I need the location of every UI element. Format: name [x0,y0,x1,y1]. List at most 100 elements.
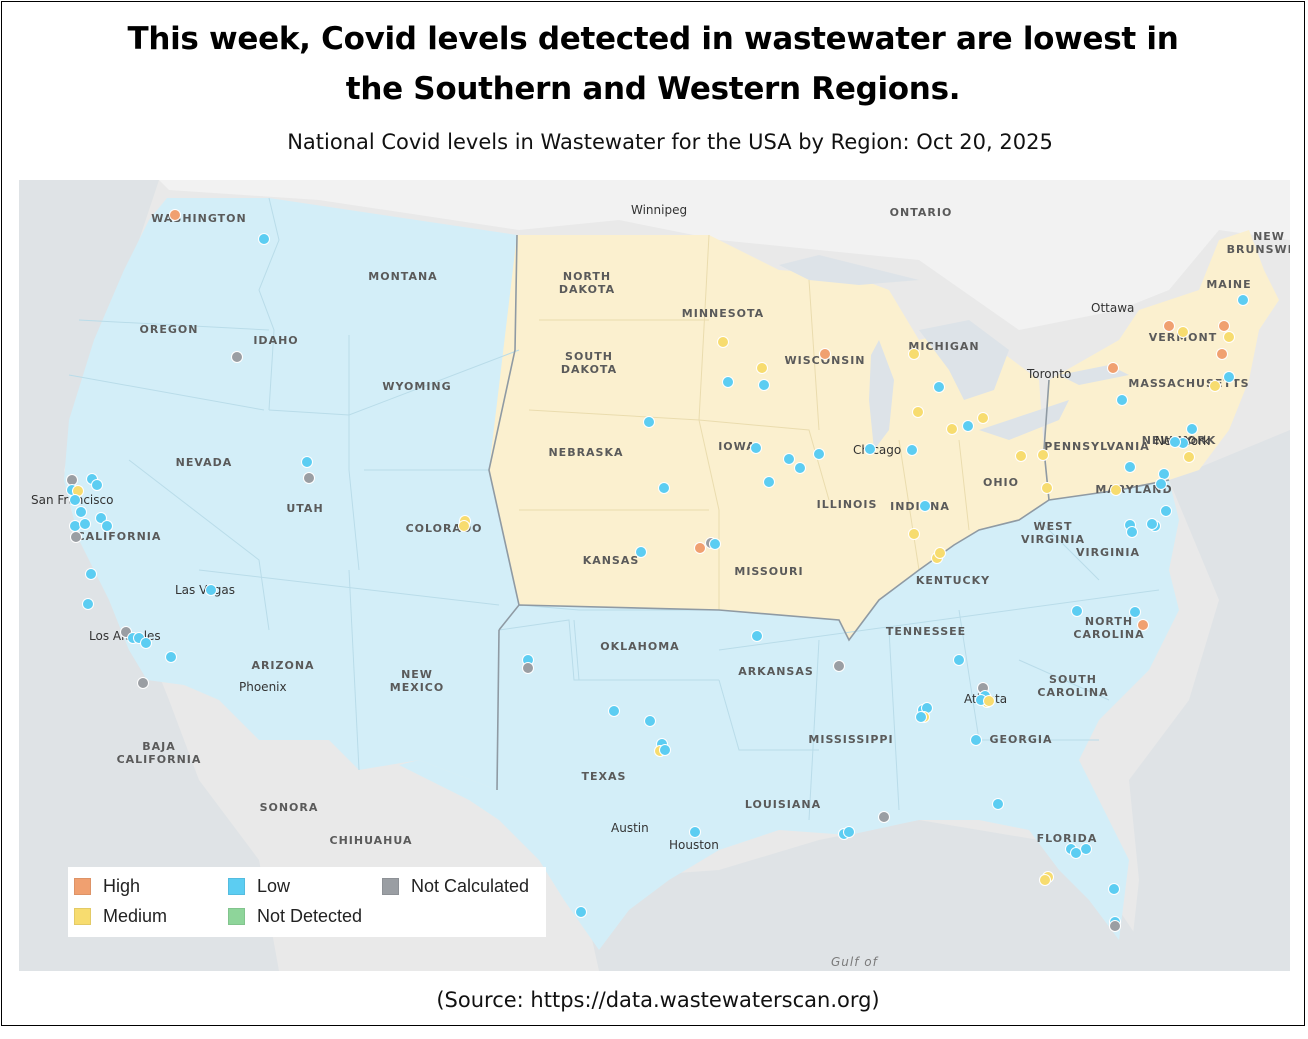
us-wastewater-map[interactable]: WASHINGTON MONTANA OREGON IDAHO WYOMING NEVAD… [19,180,1290,971]
site-marker-high[interactable] [169,209,181,221]
site-marker-medium[interactable] [756,362,768,374]
region-midwest[interactable] [489,235,1049,640]
site-marker-low[interactable] [643,416,655,428]
site-marker-low[interactable] [75,506,87,518]
site-marker-medium[interactable] [717,336,729,348]
site-marker-medium[interactable] [1041,482,1053,494]
site-marker-low[interactable] [608,705,620,717]
site-marker-low[interactable] [962,420,974,432]
site-marker-low[interactable] [1146,518,1158,530]
site-marker-not-calculated[interactable] [1109,920,1121,932]
site-marker-low[interactable] [1080,843,1092,855]
site-marker-low[interactable] [69,494,81,506]
site-marker-high[interactable] [694,542,706,554]
site-marker-low[interactable] [709,538,721,550]
site-marker-low[interactable] [843,826,855,838]
site-marker-medium[interactable] [908,528,920,540]
site-marker-low[interactable] [91,479,103,491]
site-marker-low[interactable] [644,715,656,727]
site-marker-high[interactable] [819,348,831,360]
site-marker-medium[interactable] [458,520,470,532]
site-marker-high[interactable] [1163,320,1175,332]
site-marker-not-calculated[interactable] [137,677,149,689]
site-marker-low[interactable] [1169,436,1181,448]
site-marker-low[interactable] [1160,505,1172,517]
site-marker-low[interactable] [1126,526,1138,538]
site-marker-medium[interactable] [1209,380,1221,392]
site-marker-not-calculated[interactable] [70,531,82,543]
site-marker-low[interactable] [140,637,152,649]
site-marker-low[interactable] [689,826,701,838]
site-marker-low[interactable] [750,442,762,454]
region-northeast[interactable] [1044,230,1279,500]
site-marker-not-calculated[interactable] [303,472,315,484]
site-marker-medium[interactable] [1183,451,1195,463]
site-marker-low[interactable] [85,568,97,580]
site-marker-low[interactable] [69,520,81,532]
site-marker-medium[interactable] [908,348,920,360]
region-west[interactable] [64,198,519,790]
site-marker-low[interactable] [906,444,918,456]
site-marker-low[interactable] [1155,478,1167,490]
site-marker-low[interactable] [301,456,313,468]
site-marker-low[interactable] [165,651,177,663]
site-marker-medium[interactable] [1110,484,1122,496]
site-marker-high[interactable] [1137,619,1149,631]
site-marker-low[interactable] [1108,883,1120,895]
site-marker-low[interactable] [1071,605,1083,617]
site-marker-low[interactable] [82,598,94,610]
site-marker-low[interactable] [575,906,587,918]
site-marker-not-calculated[interactable] [878,811,890,823]
site-marker-low[interactable] [1124,461,1136,473]
map-canvas[interactable]: WASHINGTON MONTANA OREGON IDAHO WYOMING NEVAD… [19,180,1290,971]
site-marker-medium[interactable] [983,695,995,707]
site-marker-low[interactable] [992,798,1004,810]
site-marker-low[interactable] [763,476,775,488]
site-marker-low[interactable] [79,518,91,530]
site-marker-low[interactable] [1116,394,1128,406]
site-marker-low[interactable] [1237,294,1249,306]
site-marker-medium[interactable] [912,406,924,418]
site-marker-low[interactable] [915,711,927,723]
site-marker-medium[interactable] [934,547,946,559]
site-marker-medium[interactable] [1039,874,1051,886]
sampling-sites[interactable] [66,209,1249,932]
site-marker-low[interactable] [751,630,763,642]
site-marker-low[interactable] [95,512,107,524]
site-marker-not-calculated[interactable] [66,474,78,486]
site-marker-low[interactable] [794,462,806,474]
site-marker-medium[interactable] [1037,449,1049,461]
site-marker-low[interactable] [1223,371,1235,383]
site-marker-low[interactable] [101,520,113,532]
site-marker-low[interactable] [813,448,825,460]
site-marker-low[interactable] [635,546,647,558]
site-marker-low[interactable] [1070,847,1082,859]
site-marker-low[interactable] [1186,423,1198,435]
site-marker-medium[interactable] [1177,326,1189,338]
site-marker-low[interactable] [970,734,982,746]
site-marker-medium[interactable] [946,423,958,435]
site-marker-low[interactable] [205,584,217,596]
site-marker-low[interactable] [783,453,795,465]
site-marker-medium[interactable] [1015,450,1027,462]
region-south[interactable] [399,480,1179,950]
site-marker-low[interactable] [1158,468,1170,480]
site-marker-low[interactable] [758,379,770,391]
site-marker-not-calculated[interactable] [231,351,243,363]
site-marker-low[interactable] [933,381,945,393]
site-marker-high[interactable] [1107,362,1119,374]
site-marker-low[interactable] [722,376,734,388]
site-marker-low[interactable] [953,654,965,666]
site-marker-high[interactable] [1218,320,1230,332]
site-marker-not-calculated[interactable] [522,662,534,674]
site-marker-low[interactable] [258,233,270,245]
site-marker-medium[interactable] [1223,331,1235,343]
site-marker-low[interactable] [864,443,876,455]
site-marker-high[interactable] [1216,348,1228,360]
site-marker-low[interactable] [1129,606,1141,618]
site-marker-not-calculated[interactable] [833,660,845,672]
site-marker-low[interactable] [658,482,670,494]
site-marker-medium[interactable] [977,412,989,424]
site-marker-low[interactable] [919,500,931,512]
site-marker-low[interactable] [659,744,671,756]
